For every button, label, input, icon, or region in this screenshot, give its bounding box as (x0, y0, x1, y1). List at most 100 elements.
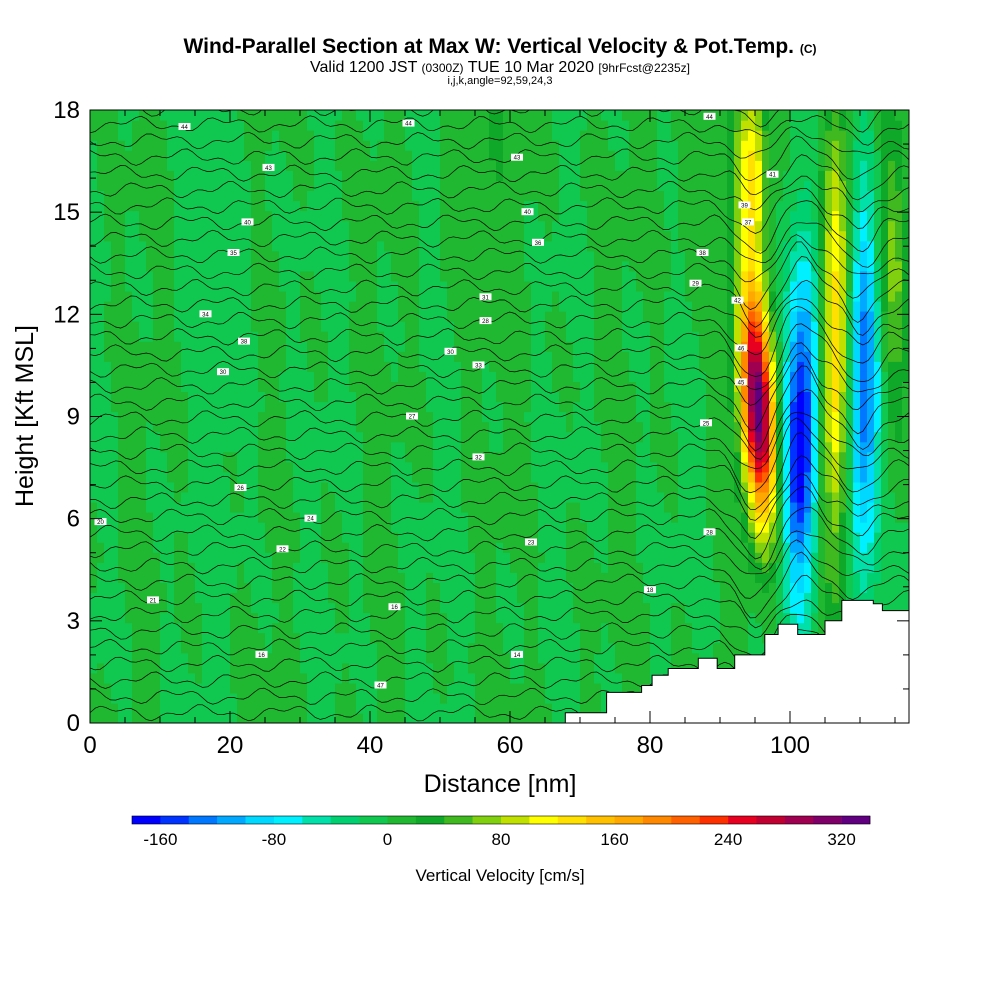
velocity-cell (307, 150, 315, 161)
velocity-cell (594, 481, 602, 493)
velocity-cell (153, 602, 161, 614)
velocity-cell (587, 592, 595, 604)
velocity-cell (566, 602, 574, 614)
velocity-cell (363, 150, 371, 161)
velocity-cell (139, 562, 147, 573)
velocity-cell (643, 672, 651, 684)
velocity-cell (244, 160, 252, 171)
velocity-cell (153, 170, 161, 181)
velocity-cell (153, 200, 161, 212)
velocity-cell (629, 341, 637, 352)
velocity-cell (517, 371, 525, 382)
velocity-cell (118, 321, 126, 332)
velocity-cell (139, 713, 147, 723)
velocity-cell (258, 391, 266, 403)
velocity-cell (566, 622, 574, 634)
velocity-cell (132, 461, 140, 473)
velocity-cell (496, 542, 504, 553)
velocity-cell (601, 582, 609, 593)
velocity-cell (468, 401, 476, 413)
velocity-cell (97, 481, 105, 493)
velocity-cell (188, 542, 196, 553)
velocity-cell (643, 602, 651, 614)
velocity-cell (489, 652, 497, 664)
velocity-cell (510, 552, 518, 563)
velocity-cell (440, 130, 448, 141)
velocity-cell (545, 230, 553, 242)
velocity-cell (230, 311, 238, 322)
velocity-cell (251, 140, 259, 151)
velocity-cell (447, 622, 455, 634)
velocity-cell (489, 411, 497, 423)
velocity-cell (650, 481, 658, 493)
velocity-cell (307, 180, 315, 191)
velocity-cell (496, 321, 504, 332)
velocity-cell (251, 300, 259, 312)
velocity-cell (405, 180, 413, 191)
velocity-cell (335, 140, 343, 151)
velocity-cell (552, 481, 560, 493)
velocity-cell (125, 632, 133, 644)
velocity-cell (650, 441, 658, 453)
velocity-cell (251, 582, 259, 593)
velocity-cell (300, 401, 308, 413)
velocity-cell (300, 200, 308, 212)
velocity-cell (356, 602, 364, 614)
velocity-cell (398, 582, 406, 593)
velocity-cell (342, 552, 350, 563)
velocity-cell (650, 592, 658, 604)
velocity-cell (398, 280, 406, 292)
velocity-cell (139, 702, 147, 714)
velocity-cell (475, 471, 483, 483)
velocity-cell (244, 421, 252, 433)
velocity-cell (517, 522, 525, 533)
velocity-cell (146, 351, 154, 362)
velocity-cell (517, 672, 525, 684)
velocity-cell (195, 140, 203, 151)
velocity-cell (146, 120, 154, 131)
velocity-cell (195, 170, 203, 181)
velocity-cell (566, 280, 574, 292)
velocity-cell (251, 280, 259, 292)
velocity-cell (349, 140, 357, 151)
velocity-cell (335, 230, 343, 242)
velocity-cell (265, 120, 273, 131)
velocity-cell (608, 522, 616, 533)
velocity-cell (573, 431, 581, 443)
velocity-cell (580, 612, 588, 624)
velocity-cell (636, 512, 644, 523)
velocity-cell (307, 522, 315, 533)
velocity-cell (307, 491, 315, 503)
velocity-cell (503, 341, 511, 352)
velocity-cell (510, 190, 518, 202)
velocity-cell (636, 491, 644, 503)
velocity-cell (398, 431, 406, 443)
velocity-cell (412, 250, 420, 262)
velocity-cell (146, 150, 154, 161)
velocity-cell (377, 331, 385, 342)
velocity-cell (202, 702, 210, 714)
velocity-cell (377, 160, 385, 171)
velocity-cell (517, 632, 525, 644)
velocity-cell (300, 351, 308, 362)
velocity-cell (538, 542, 546, 553)
velocity-cell (160, 321, 168, 332)
velocity-cell (566, 321, 574, 332)
velocity-cell (440, 421, 448, 433)
velocity-cell (146, 421, 154, 433)
velocity-cell (174, 682, 182, 694)
velocity-cell (426, 180, 434, 191)
velocity-cell (650, 170, 658, 181)
velocity-cell (307, 170, 315, 181)
velocity-cell (433, 110, 441, 121)
velocity-cell (286, 522, 294, 533)
velocity-cell (349, 642, 357, 654)
velocity-cell (97, 582, 105, 593)
velocity-cell (209, 612, 217, 624)
velocity-cell (293, 391, 301, 403)
velocity-cell (244, 170, 252, 181)
velocity-cell (538, 361, 546, 372)
velocity-cell (503, 582, 511, 593)
velocity-cell (370, 170, 378, 181)
velocity-cell (524, 210, 532, 222)
